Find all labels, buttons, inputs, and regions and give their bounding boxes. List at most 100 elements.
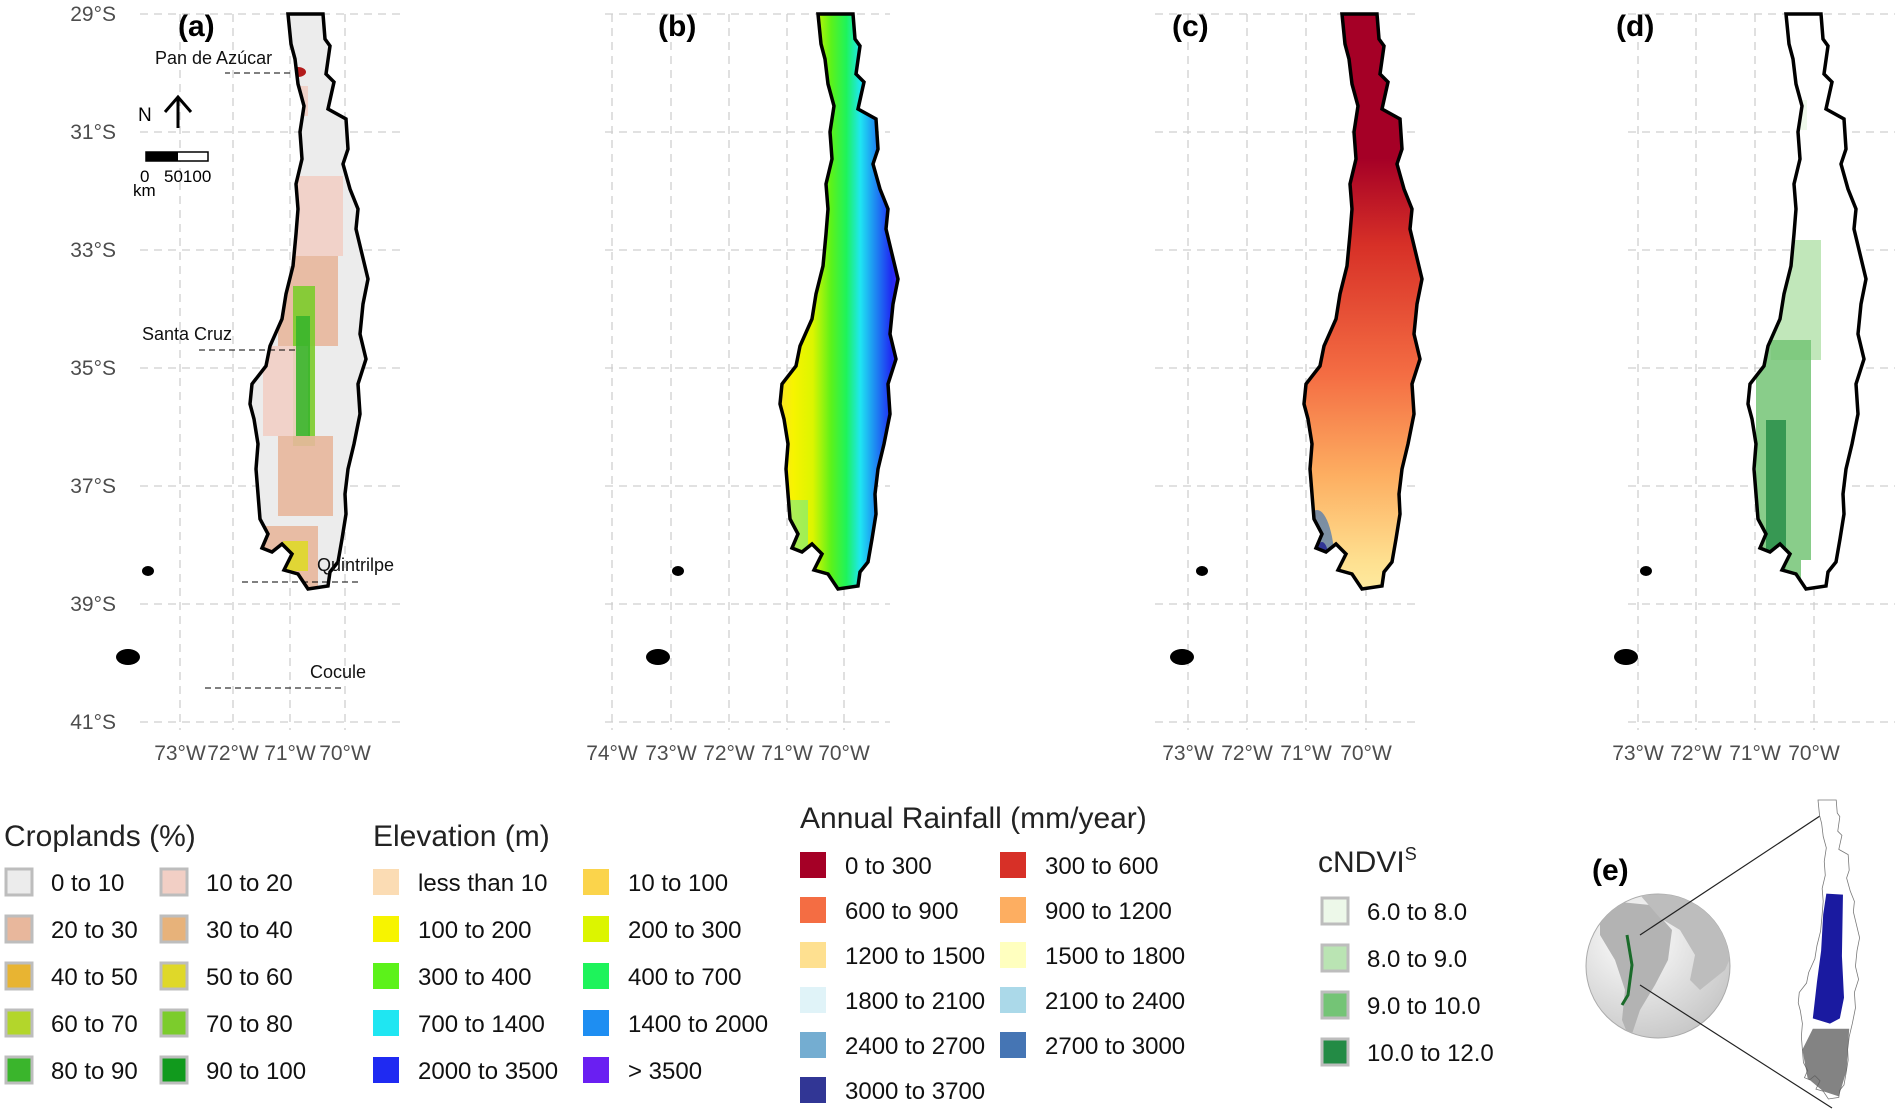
panel-label-c: (c) (1172, 10, 1209, 43)
island (1196, 566, 1208, 576)
legend-swatch (1320, 896, 1350, 926)
place-pan-de-azucar: Pan de Azúcar (155, 48, 290, 74)
legend-swatch (373, 916, 399, 942)
scale-bar: 0 50100 km (133, 151, 211, 200)
inset-connector-top (1639, 807, 1833, 936)
legend-item: 40 to 50 (4, 961, 138, 991)
legend-swatch (583, 869, 609, 895)
croplands-legend: 0 to 10 10 to 20 20 to 30 30 to 40 40 to 50 5… (4, 867, 306, 1085)
legend-label: 6.0 to 8.0 (1367, 899, 1467, 926)
legend-swatch (373, 869, 399, 895)
y-tick-label: 31°S (70, 121, 116, 144)
legend-label: 1800 to 2100 (845, 988, 985, 1015)
legend-swatch (800, 897, 826, 923)
x-tick-label: 73°W (645, 742, 697, 765)
map-panel-c: 73°W 72°W 71°W 70°W (c) (1155, 10, 1424, 765)
legend-label: 900 to 1200 (1045, 898, 1172, 925)
panel-a-annotations: N 0 50100 km Pan de Azúcar Santa Cruz Qu… (133, 48, 394, 689)
legend-swatch (583, 963, 609, 989)
legend-item: 2400 to 2700 (800, 1032, 985, 1060)
x-tick-label: 70°W (818, 742, 870, 765)
legend-item: 1800 to 2100 (800, 987, 985, 1015)
island (1640, 566, 1652, 576)
legend-swatch (159, 1055, 189, 1085)
legend-swatch (159, 961, 189, 991)
north-arrow-label: N (138, 105, 152, 126)
island (646, 649, 670, 665)
x-tick-label: 71°W (761, 742, 813, 765)
y-tick-label: 41°S (70, 711, 116, 734)
map-panel-b: 74°W 73°W 72°W 71°W 70°W (b) (586, 10, 900, 765)
legend-label: 200 to 300 (628, 917, 741, 944)
legend-swatch (583, 916, 609, 942)
x-tick-label: 70°W (319, 742, 371, 765)
legend-label: 100 to 200 (418, 917, 531, 944)
legend-item: > 3500 (583, 1057, 702, 1085)
scale-bar-tick-start: 0 (140, 167, 149, 186)
legend-label: 10 to 100 (628, 870, 728, 897)
legend-label: 0 to 300 (845, 853, 932, 880)
legend-swatch (4, 1055, 34, 1085)
cndvi-title-superscript: S (1405, 844, 1417, 864)
legend-swatch (4, 1008, 34, 1038)
legend-swatch (4, 914, 34, 944)
legend-item: 70 to 80 (159, 1008, 293, 1038)
x-tick-label: 73°W (1162, 742, 1214, 765)
cndvi-legend: 6.0 to 8.0 8.0 to 9.0 9.0 to 10.0 10.0 to 1… (1320, 896, 1494, 1067)
x-axis-ticks: 73°W 72°W 71°W 70°W (1162, 742, 1392, 765)
place-cocule: Cocule (205, 662, 366, 689)
legend-swatch (800, 1077, 826, 1103)
legend-label: 8.0 to 9.0 (1367, 946, 1467, 973)
map-fill-croplands (250, 14, 368, 589)
y-tick-label: 33°S (70, 239, 116, 262)
legend-item: 1200 to 1500 (800, 942, 985, 970)
legend-label: 1500 to 1800 (1045, 943, 1185, 970)
x-tick-label: 71°W (1729, 742, 1781, 765)
legend-item: less than 10 (373, 869, 547, 897)
legend-label: 2100 to 2400 (1045, 988, 1185, 1015)
legend-label: 30 to 40 (206, 917, 293, 944)
legend-label: 0 to 10 (51, 870, 124, 897)
legend-swatch (4, 961, 34, 991)
inset-connector-bottom (1639, 984, 1833, 1109)
map-fill-rainfall (1304, 14, 1422, 589)
legend-label: 300 to 400 (418, 964, 531, 991)
panel-label-b: (b) (658, 10, 696, 43)
legend-label: 40 to 50 (51, 964, 138, 991)
legend-swatch (800, 942, 826, 968)
legend-item: 10 to 100 (583, 869, 728, 897)
inset-chile-map (1797, 799, 1860, 1100)
legend-label: > 3500 (628, 1058, 702, 1085)
legend-swatch (800, 1032, 826, 1058)
scale-bar-unit: km (133, 181, 156, 200)
legend-item: 2000 to 3500 (373, 1057, 558, 1085)
legend-swatch (1320, 1037, 1350, 1067)
x-tick-label: 72°W (1670, 742, 1722, 765)
legend-swatch (1000, 897, 1026, 923)
legend-swatch (373, 1010, 399, 1036)
place-quintrilpe: Quintrilpe (242, 555, 394, 583)
x-tick-label: 72°W (703, 742, 755, 765)
legend-label: 3000 to 3700 (845, 1078, 985, 1105)
x-tick-label: 70°W (1788, 742, 1840, 765)
legend-label: 70 to 80 (206, 1011, 293, 1038)
rainfall-legend-title: Annual Rainfall (mm/year) (800, 802, 1147, 835)
legend-label: 600 to 900 (845, 898, 958, 925)
legend-item: 2100 to 2400 (1000, 987, 1185, 1015)
x-axis-ticks: 74°W 73°W 72°W 71°W 70°W (586, 742, 870, 765)
x-axis-ticks: 73°W 72°W 71°W 70°W (154, 742, 371, 765)
y-tick-label: 39°S (70, 593, 116, 616)
legend-label: 2000 to 3500 (418, 1058, 558, 1085)
legend-label: 10.0 to 12.0 (1367, 1040, 1494, 1067)
panel-label-d: (d) (1616, 10, 1654, 43)
legend-label: 1200 to 1500 (845, 943, 985, 970)
inset-panel-label: (e) (1592, 854, 1629, 887)
x-tick-label: 74°W (586, 742, 638, 765)
graticule (605, 13, 890, 730)
map-panels: 73°W 72°W 71°W 70°W(a)74°W 73°W 72°W 71°W 70°W(… (70, 3, 1895, 765)
place-label: Pan de Azúcar (155, 48, 272, 68)
cndvi-legend-title: cNDVIS (1318, 844, 1417, 879)
place-label: Santa Cruz (142, 324, 232, 344)
legend-item: 100 to 200 (373, 916, 531, 944)
y-tick-label: 37°S (70, 475, 116, 498)
